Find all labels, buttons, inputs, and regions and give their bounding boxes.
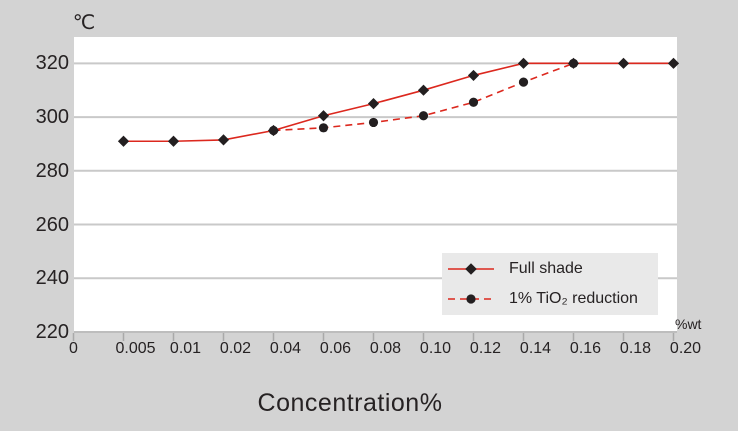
legend-label: Full shade [509,260,583,277]
x-tick-label: 0.005 [115,340,156,357]
y-tick-label: 220 [35,321,69,343]
legend-item-full-shade: Full shade [446,256,658,282]
y-tick-label: 320 [35,52,69,75]
legend-label: 1% TiO₂ reduction [509,290,638,307]
circle-marker [268,125,279,136]
x-tick-label: 0.16 [569,340,602,357]
x-axis-unit-label: %wt [675,316,702,332]
solid-line-diamond-marker-icon [448,263,494,275]
legend-item-tio2-reduction: 1% TiO₂ reduction [446,286,658,312]
diamond-marker [317,110,330,122]
y-tick-label: 260 [35,213,69,236]
diamond-marker [417,84,430,96]
y-axis-unit-label: ℃ [72,12,96,34]
y-tick-label: 300 [35,106,69,129]
circle-marker [518,77,529,87]
x-tick-label: 0.14 [519,340,552,357]
diamond-marker [367,98,380,110]
x-tick-label: 0.08 [369,340,402,357]
diamond-marker [617,57,630,69]
x-tick-label: 0.04 [269,340,302,357]
diamond-marker [117,135,130,147]
series-line-solid [123,62,674,143]
diamond-marker [467,69,480,82]
x-tick-label: 0.10 [419,340,452,357]
circle-marker [318,123,329,133]
x-tick-label: 0.12 [469,340,502,357]
diamond-marker [167,135,180,147]
x-tick-label: 0.18 [619,340,652,357]
x-tick-label: 0.06 [319,340,352,357]
x-tick-label: 0 [69,340,78,357]
diamond-marker [217,134,230,146]
y-tick-label: 240 [35,267,69,290]
dashed-line-circle-marker-icon [448,294,494,304]
y-tick-label: 280 [35,159,69,182]
circle-marker [468,97,479,107]
diamond-marker [667,57,680,69]
circle-marker [368,117,379,128]
x-axis-title: Concentration% [257,389,443,417]
circle-marker [568,58,579,68]
circle-marker [418,111,429,121]
diamond-marker [517,57,530,69]
legend: Full shade 1% TiO₂ reduction [442,253,658,315]
x-tick-label: 0.02 [219,340,252,357]
x-tick-label: 0.20 [669,340,702,357]
x-tick-label: 0.01 [169,340,202,357]
